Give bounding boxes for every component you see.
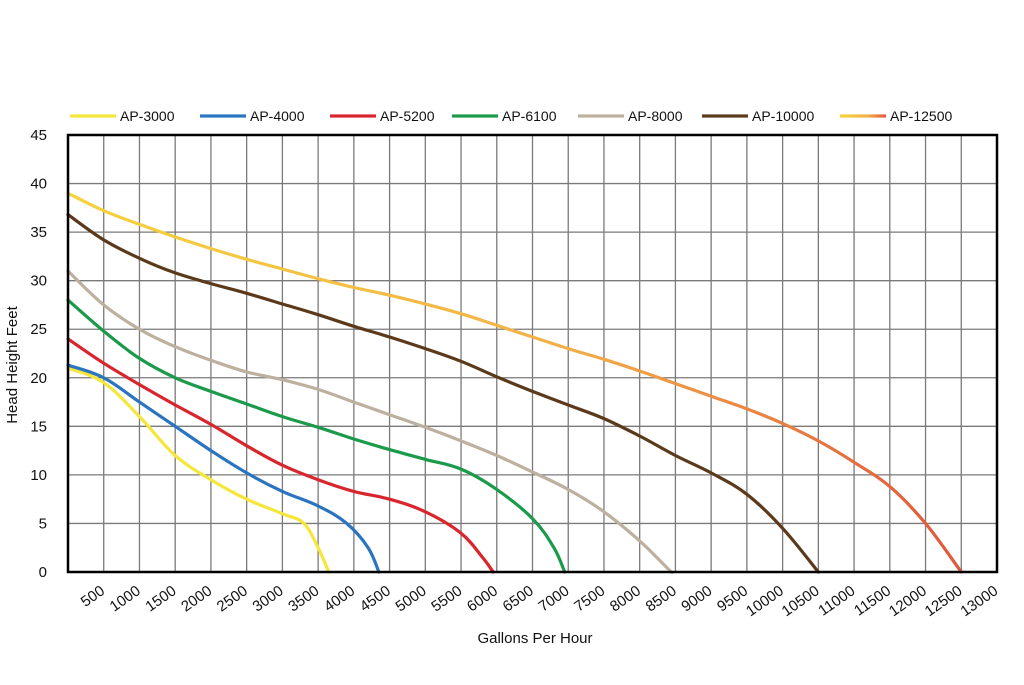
y-tick-label: 15: [30, 418, 47, 435]
legend-item-ap-10000: AP-10000: [702, 108, 814, 124]
y-tick-label: 0: [39, 564, 47, 581]
x-tick-label: 12500: [922, 582, 966, 620]
x-tick-label: 1500: [142, 582, 179, 615]
x-tick-label: 1000: [107, 582, 144, 615]
series-line-ap-3000: [66, 366, 331, 574]
y-axis-title: Head Height Feet: [4, 305, 21, 423]
x-tick-label: 3000: [250, 582, 287, 615]
x-tick-label: 10000: [743, 582, 787, 620]
series-line-ap-12500: [66, 191, 963, 574]
x-tick-label: 11000: [815, 582, 858, 619]
y-tick-label: 30: [30, 273, 47, 290]
x-tick-label: 8500: [643, 582, 680, 615]
legend-item-ap-3000: AP-3000: [70, 108, 175, 124]
y-tick-label: 5: [39, 515, 47, 532]
x-axis-tick-labels: 5001000150020002500300035004000450050005…: [78, 582, 1002, 620]
legend-label: AP-4000: [250, 108, 305, 124]
x-tick-label: 6500: [500, 582, 537, 615]
y-tick-label: 25: [30, 321, 47, 338]
legend-swatch: [578, 114, 624, 118]
x-tick-label: 12000: [886, 582, 930, 620]
x-tick-label: 7500: [571, 582, 608, 615]
legend-label: AP-12500: [890, 108, 952, 124]
legend-item-ap-12500: AP-12500: [840, 108, 952, 124]
x-tick-label: 2500: [214, 582, 251, 615]
x-tick-label: 13000: [957, 582, 1001, 620]
x-tick-label: 6000: [464, 582, 501, 615]
plot-frame: [66, 133, 999, 574]
y-tick-label: 20: [30, 370, 47, 387]
legend-swatch: [452, 114, 498, 118]
y-tick-label: 10: [30, 467, 47, 484]
x-tick-label: 4000: [321, 582, 358, 615]
legend-swatch: [330, 114, 376, 118]
x-tick-label: 7000: [535, 582, 572, 615]
x-tick-label: 500: [78, 582, 108, 610]
x-tick-label: 5500: [428, 582, 465, 615]
legend-label: AP-5200: [380, 108, 435, 124]
series-line-ap-5200: [66, 337, 495, 574]
x-tick-label: 5000: [393, 582, 430, 615]
legend-item-ap-4000: AP-4000: [200, 108, 305, 124]
legend-label: AP-8000: [628, 108, 683, 124]
legend-swatch: [840, 114, 886, 118]
x-tick-label: 10500: [779, 582, 823, 620]
legend-label: AP-10000: [752, 108, 814, 124]
legend-item-ap-8000: AP-8000: [578, 108, 683, 124]
legend-swatch: [200, 114, 246, 118]
legend-label: AP-3000: [120, 108, 175, 124]
y-axis-tick-labels: 0 5 10 15 20 25 30 35 40 45: [30, 127, 47, 581]
x-tick-label: 4500: [357, 582, 394, 615]
legend-item-ap-6100: AP-6100: [452, 108, 557, 124]
legend-item-ap-5200: AP-5200: [330, 108, 435, 124]
legend-swatch: [70, 114, 116, 118]
x-tick-label: 3500: [285, 582, 322, 615]
x-tick-label: 2000: [178, 582, 215, 615]
series-line-ap-10000: [66, 213, 820, 574]
plot-area: [66, 133, 999, 575]
legend-label: AP-6100: [502, 108, 557, 124]
y-tick-label: 35: [30, 224, 47, 241]
x-tick-label: 8000: [607, 582, 644, 615]
chart-legend: AP-3000 AP-4000 AP-5200 AP-6100 AP-8000 AP-10…: [70, 108, 952, 124]
series-line-ap-4000: [66, 363, 381, 574]
x-tick-label: 9000: [678, 582, 715, 615]
series-line-ap-6100: [66, 298, 567, 574]
series-line-ap-8000: [66, 269, 674, 575]
x-axis-title: Gallons Per Hour: [477, 630, 592, 647]
y-tick-label: 40: [30, 176, 47, 193]
series-lines: [66, 191, 963, 575]
x-tick-label: 11500: [851, 582, 894, 619]
y-tick-label: 45: [30, 127, 47, 144]
legend-swatch: [702, 114, 748, 118]
